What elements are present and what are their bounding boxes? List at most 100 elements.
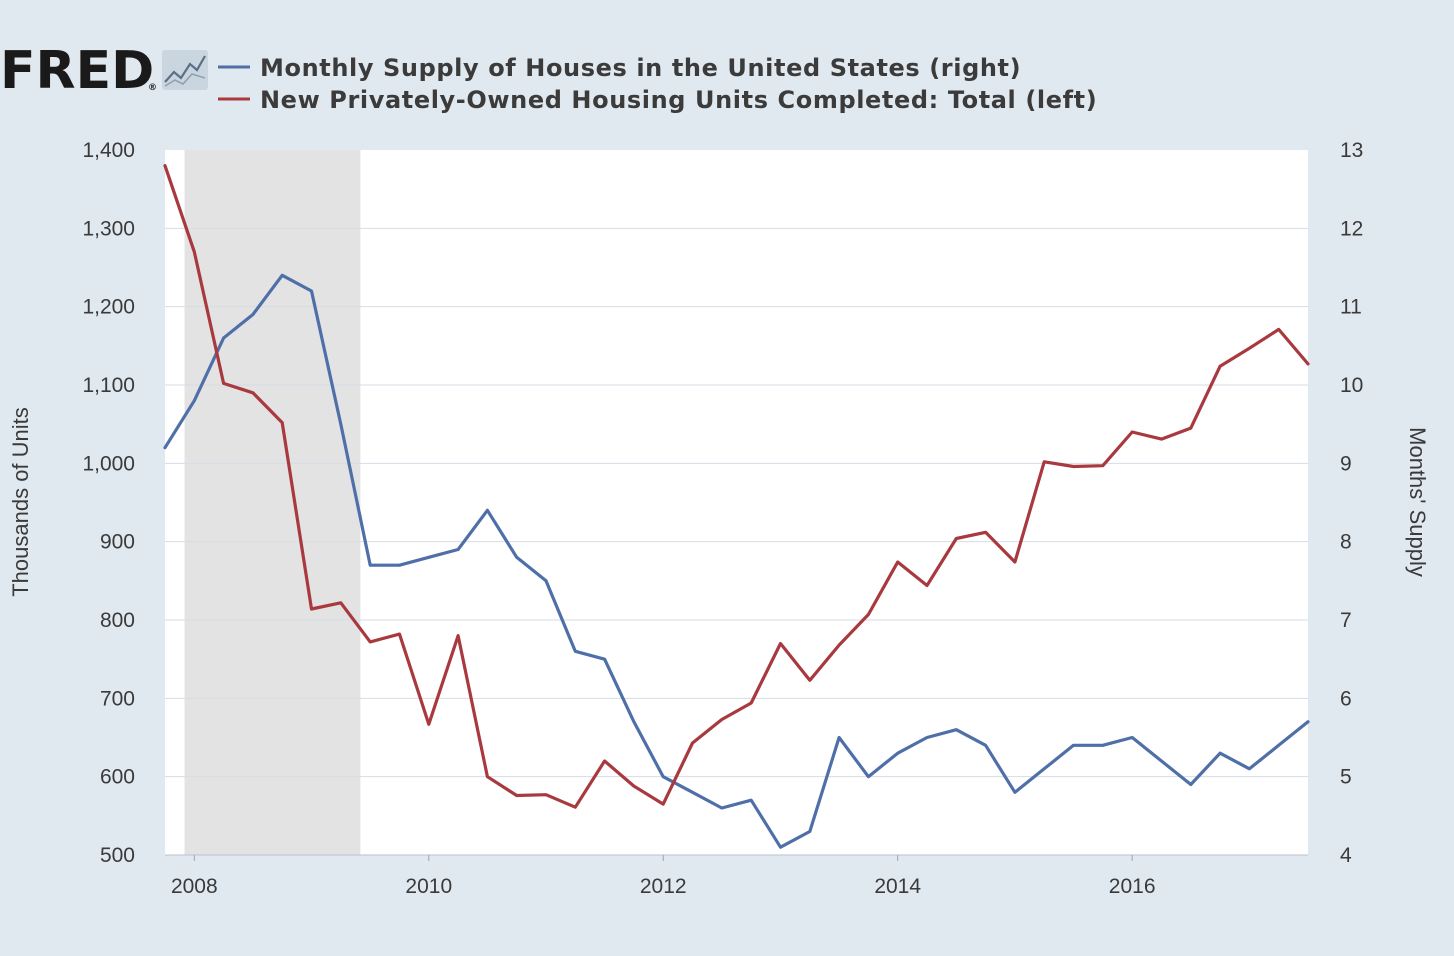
completions-point	[1248, 347, 1251, 350]
completions-point	[222, 382, 225, 385]
logo-text: FRED	[0, 41, 154, 101]
supply-point	[984, 744, 987, 747]
supply-point	[1072, 744, 1075, 747]
supply-point	[340, 423, 342, 426]
completions-point	[1043, 461, 1045, 463]
right-tick-label: 9	[1340, 452, 1352, 475]
completions-point	[515, 794, 518, 797]
left-tick-label: 1,100	[82, 374, 135, 397]
legend-label-supply: Monthly Supply of Houses in the United S…	[260, 54, 1021, 82]
supply-point	[603, 658, 606, 660]
completions-point	[457, 634, 459, 637]
x-tick-label: 2008	[171, 875, 218, 898]
supply-point	[1307, 721, 1309, 723]
completions-point	[1131, 431, 1133, 433]
supply-point	[1102, 744, 1104, 747]
completions-point	[1072, 465, 1075, 468]
left-tick-label: 1,200	[82, 296, 135, 319]
logo-chart-icon	[162, 50, 208, 90]
supply-point	[398, 564, 401, 566]
right-tick-label: 11	[1340, 296, 1362, 319]
x-tick-label: 2014	[874, 875, 921, 898]
left-tick-label: 1,300	[82, 217, 135, 240]
completions-point	[896, 561, 899, 563]
supply-point	[926, 736, 928, 739]
completions-point	[662, 803, 664, 805]
completions-point	[750, 702, 752, 704]
recession-shading	[184, 150, 361, 855]
supply-point	[1248, 768, 1251, 770]
completions-point	[603, 760, 606, 762]
supply-point	[955, 728, 958, 731]
supply-point	[691, 791, 694, 794]
series-layer	[163, 164, 1310, 849]
completions-point	[1219, 365, 1221, 368]
right-axis-label: Months' Supply	[1405, 427, 1430, 577]
right-axis-ticks: 4 5 6 7 8 9 10 11 12 13	[1340, 139, 1363, 867]
legend-label-completions: New Privately-Owned Housing Units Comple…	[260, 86, 1097, 114]
series-line-completions	[163, 164, 1310, 809]
left-tick-label: 1,000	[82, 452, 135, 475]
left-tick-label: 700	[100, 687, 135, 710]
completions-point	[633, 785, 635, 787]
right-tick-label: 12	[1340, 217, 1363, 240]
completions-point	[340, 602, 342, 604]
legend: Monthly Supply of Houses in the United S…	[218, 54, 1097, 114]
logo-registered: ®	[148, 83, 157, 93]
right-tick-label: 13	[1340, 139, 1363, 162]
series-line-supply	[163, 273, 1310, 849]
x-tick-label: 2010	[405, 875, 452, 898]
supply-point	[779, 846, 782, 848]
completions-point	[691, 742, 694, 744]
right-tick-label: 8	[1340, 531, 1352, 554]
supply-point	[896, 752, 899, 754]
supply-point	[310, 290, 313, 292]
supply-point	[252, 313, 254, 316]
completions-point	[1014, 561, 1016, 563]
completions-point	[809, 679, 811, 682]
completions-point	[398, 633, 401, 635]
completions-point	[1277, 328, 1280, 331]
completions-point	[545, 793, 547, 796]
supply-point	[750, 799, 752, 801]
completions-point	[193, 251, 196, 253]
supply-point	[809, 830, 811, 833]
right-tick-label: 5	[1340, 766, 1352, 789]
completions-point	[1190, 427, 1192, 429]
supply-point	[164, 446, 166, 449]
right-tick-label: 4	[1340, 844, 1352, 867]
left-tick-label: 800	[100, 609, 135, 632]
completions-point	[867, 613, 870, 616]
right-tick-label: 6	[1340, 687, 1352, 710]
left-tick-label: 1,400	[82, 139, 135, 162]
supply-point	[369, 564, 372, 566]
supply-point	[1190, 783, 1192, 786]
completions-point	[984, 531, 987, 534]
left-tick-label: 500	[100, 844, 135, 867]
left-axis-label: Thousands of Units	[8, 407, 33, 597]
supply-point	[867, 775, 870, 778]
supply-point	[1014, 791, 1016, 794]
supply-point	[1277, 744, 1280, 747]
completions-point	[369, 641, 372, 643]
gridlines	[165, 227, 1308, 778]
completions-point	[955, 537, 958, 540]
completions-point	[252, 392, 254, 394]
right-tick-label: 7	[1340, 609, 1352, 632]
completions-point	[1160, 438, 1163, 440]
completions-point	[1307, 363, 1309, 365]
supply-point	[838, 736, 840, 739]
supply-point	[721, 807, 723, 809]
completions-point	[779, 642, 782, 645]
supply-point	[1131, 736, 1133, 739]
x-tick-label: 2016	[1109, 875, 1156, 898]
supply-point	[1160, 760, 1163, 762]
right-tick-label: 10	[1340, 374, 1363, 397]
x-axis-ticks: 2008 2010 2012 2014 2016	[171, 855, 1156, 898]
completions-point	[281, 421, 284, 424]
left-tick-label: 900	[100, 531, 135, 554]
supply-point	[662, 775, 664, 778]
supply-point	[633, 721, 635, 723]
completions-point	[428, 723, 430, 725]
